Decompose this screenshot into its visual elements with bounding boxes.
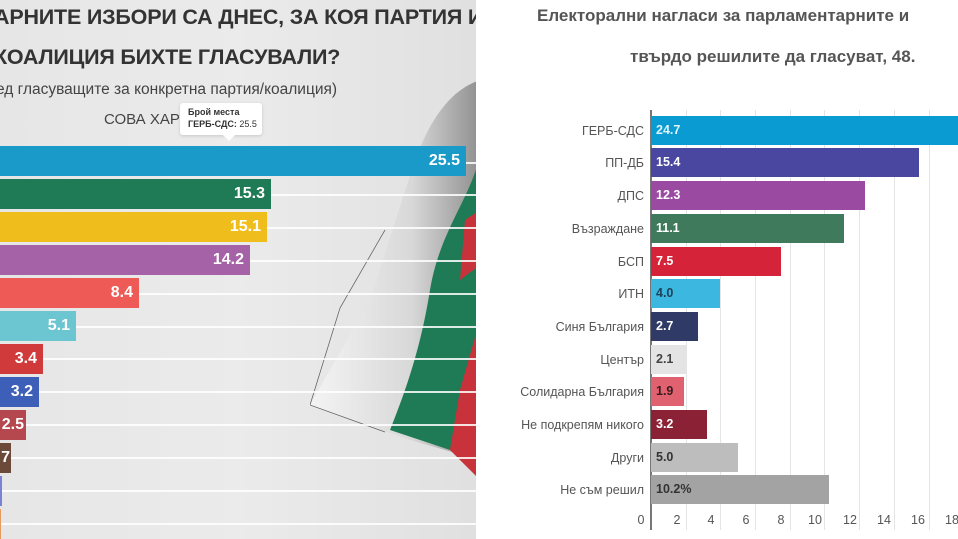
category-label: ПП-ДБ bbox=[605, 156, 644, 170]
category-label: Синя България bbox=[555, 320, 644, 334]
left-bar-10[interactable]: 7 bbox=[0, 443, 11, 473]
gridline bbox=[0, 293, 476, 295]
bar-value: 11.1 bbox=[656, 221, 680, 235]
left-bar-11[interactable] bbox=[0, 476, 2, 506]
x-tick: 6 bbox=[742, 513, 750, 527]
bar-value: 2.1 bbox=[656, 352, 674, 366]
gridline bbox=[755, 110, 756, 530]
bar-value: 15.3 bbox=[233, 185, 265, 202]
x-tick: 18 bbox=[945, 513, 958, 527]
left-bar-7[interactable]: 3.4 bbox=[0, 344, 43, 374]
bar-value: 15.4 bbox=[656, 155, 681, 169]
bar-value: 25.5 bbox=[428, 152, 460, 169]
right-bar-solidarna-bulgaria[interactable]: 1.9 bbox=[651, 377, 684, 406]
gridline bbox=[894, 110, 895, 530]
x-tick: 10 bbox=[808, 513, 822, 527]
x-tick: 2 bbox=[673, 513, 681, 527]
bar-value: 4.0 bbox=[656, 286, 674, 300]
left-bar-1[interactable]: 25.5 bbox=[0, 146, 466, 176]
bar-value: 1.9 bbox=[656, 384, 674, 398]
category-label: Център bbox=[600, 353, 644, 367]
left-chart-title-line1: АРНИТЕ ИЗБОРИ СА ДНЕС, ЗА КОЯ ПАРТИЯ ИЛИ bbox=[0, 5, 476, 29]
bar-value: 15.1 bbox=[229, 218, 261, 235]
bar-value: 12.3 bbox=[656, 188, 681, 202]
gridline bbox=[824, 110, 825, 530]
left-chart-title-line2: КОАЛИЦИЯ БИХТЕ ГЛАСУВАЛИ? bbox=[0, 45, 341, 69]
category-label: Други bbox=[610, 451, 644, 465]
x-tick: 14 bbox=[877, 513, 891, 527]
right-bar-tsentar[interactable]: 2.1 bbox=[651, 345, 687, 374]
bar-value: 10.2% bbox=[656, 482, 692, 496]
bar-value: 24.7 bbox=[656, 123, 681, 137]
gridline bbox=[929, 110, 930, 530]
right-bar-vazrazhdane[interactable]: 11.1 bbox=[651, 214, 844, 243]
bar-value: 7 bbox=[1, 449, 10, 466]
category-label: ДПС bbox=[617, 189, 644, 203]
tooltip-series-label: ГЕРБ-СДС: bbox=[188, 119, 237, 129]
right-bar-ne-podkrepyam-nikogo[interactable]: 3.2 bbox=[651, 410, 707, 439]
category-label: Възраждане bbox=[571, 222, 644, 236]
x-tick: 4 bbox=[707, 513, 715, 527]
category-label: ИТН bbox=[618, 287, 644, 301]
gridline bbox=[0, 424, 476, 426]
bar-value: 2.7 bbox=[656, 319, 674, 333]
panel-divider bbox=[476, 0, 490, 539]
bar-value: 14.2 bbox=[212, 251, 244, 268]
left-bar-2[interactable]: 15.3 bbox=[0, 179, 271, 209]
right-bar-ne-sam-reshil[interactable]: 10.2% bbox=[651, 475, 829, 504]
bar-value: 8.4 bbox=[110, 284, 133, 301]
right-bar-bsp[interactable]: 7.5 bbox=[651, 247, 781, 276]
bar-value: 3.2 bbox=[10, 383, 33, 400]
left-bar-9[interactable]: 2.5 bbox=[0, 410, 26, 440]
gridline bbox=[0, 523, 476, 525]
category-label: Не подкрепям никого bbox=[521, 418, 644, 432]
right-bar-drugi[interactable]: 5.0 bbox=[651, 443, 738, 472]
tooltip-value: 25.5 bbox=[239, 119, 257, 129]
bar-value: 2.5 bbox=[1, 416, 24, 433]
gridline bbox=[720, 110, 721, 530]
category-label: БСП bbox=[617, 255, 644, 269]
right-chart-panel: Електорални нагласи за парламентарните и… bbox=[490, 0, 958, 539]
gridline bbox=[859, 110, 860, 530]
x-tick: 16 bbox=[911, 513, 925, 527]
gridline bbox=[0, 326, 476, 328]
left-bar-3[interactable]: 15.1 bbox=[0, 212, 267, 242]
gridline bbox=[0, 457, 476, 459]
right-bar-pp-db[interactable]: 15.4 bbox=[651, 148, 919, 177]
bar-tooltip: Брой места ГЕРБ-СДС: 25.5 bbox=[180, 103, 262, 141]
right-chart-title-line2: твърдо решилите да гласуват, 48. bbox=[630, 47, 916, 66]
bar-value: 3.2 bbox=[656, 417, 674, 431]
gridline bbox=[790, 110, 791, 530]
x-tick: 0 bbox=[637, 513, 645, 527]
category-label: ГЕРБ-СДС bbox=[581, 124, 644, 138]
left-bar-4[interactable]: 14.2 bbox=[0, 245, 250, 275]
tooltip-title: Брой места bbox=[188, 107, 240, 117]
right-bar-itn[interactable]: 4.0 bbox=[651, 279, 720, 308]
right-bar-dps[interactable]: 12.3 bbox=[651, 181, 865, 210]
bar-value: 5.1 bbox=[47, 317, 70, 334]
gridline bbox=[0, 490, 476, 492]
left-chart-source: СОВА ХАРИ bbox=[104, 111, 191, 128]
category-label: Не съм решил bbox=[560, 483, 644, 497]
left-bar-5[interactable]: 8.4 bbox=[0, 278, 139, 308]
right-bar-gerb-sds[interactable]: 24.7 bbox=[651, 116, 958, 145]
left-bar-12[interactable] bbox=[0, 509, 1, 539]
left-bar-6[interactable]: 5.1 bbox=[0, 311, 76, 341]
x-tick: 12 bbox=[843, 513, 857, 527]
left-bar-8[interactable]: 3.2 bbox=[0, 377, 39, 407]
gridline bbox=[0, 391, 476, 393]
category-label: Солидарна България bbox=[520, 385, 644, 399]
bar-value: 5.0 bbox=[656, 450, 674, 464]
right-bar-sinya-bulgaria[interactable]: 2.7 bbox=[651, 312, 698, 341]
left-chart-panel: АРНИТЕ ИЗБОРИ СА ДНЕС, ЗА КОЯ ПАРТИЯ ИЛИ… bbox=[0, 0, 476, 539]
bar-value: 3.4 bbox=[14, 350, 37, 367]
right-chart-title-line1: Електорални нагласи за парламентарните и bbox=[537, 6, 910, 25]
x-tick: 8 bbox=[777, 513, 785, 527]
tooltip-body: ГЕРБ-СДС: 25.5 bbox=[188, 118, 262, 131]
gridline bbox=[0, 358, 476, 360]
left-chart-subtitle: ед гласуващите за конкретна партия/коали… bbox=[0, 81, 338, 98]
bar-value: 7.5 bbox=[656, 254, 674, 268]
